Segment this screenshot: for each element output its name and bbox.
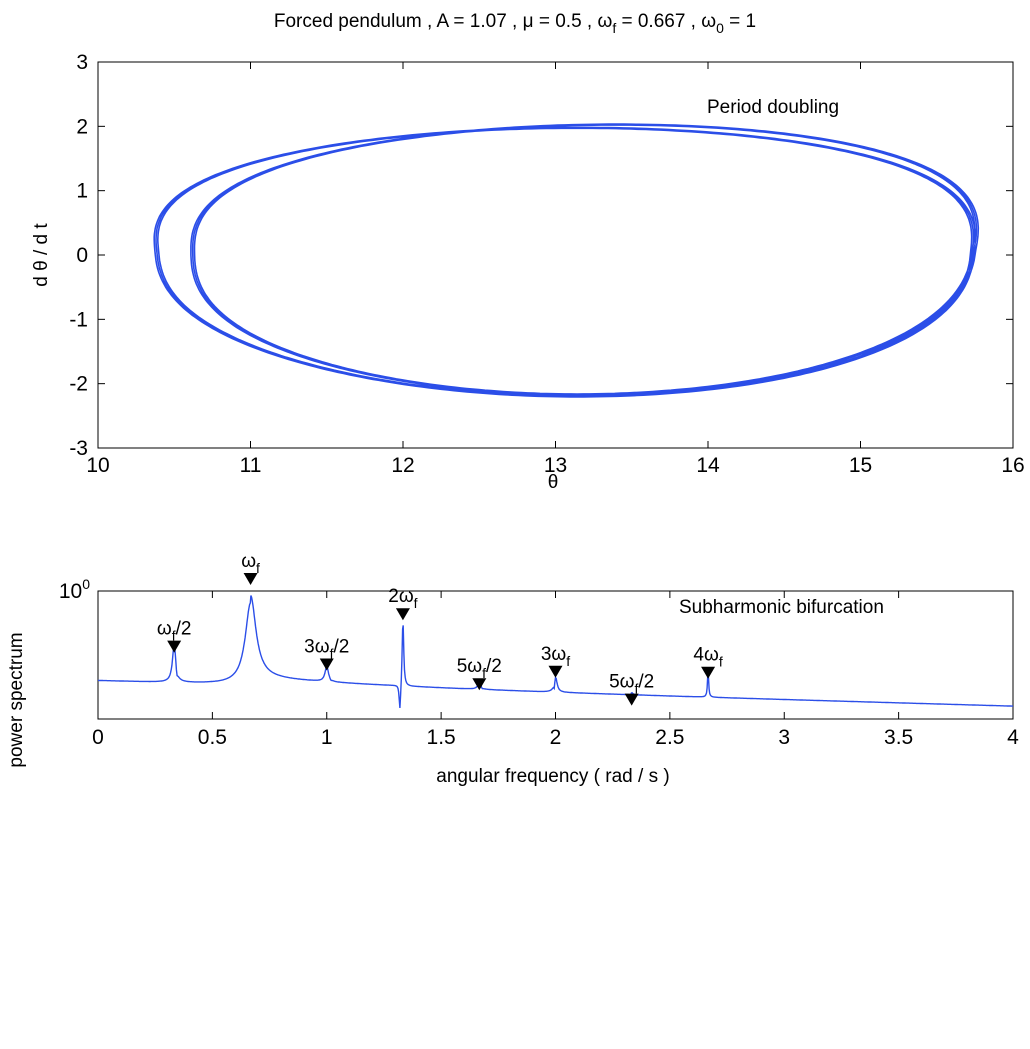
peak-label: 3ωf/2 (304, 637, 349, 662)
bottom-plot-frame (97, 590, 1014, 720)
bottom-xtick-label: 1.5 (427, 726, 456, 749)
top-xtick-label: 12 (391, 454, 414, 477)
peak-marker (624, 693, 639, 706)
top-ylabel: d θ / d t (31, 223, 52, 287)
peak-marker (319, 658, 334, 671)
top-ytick-label: -1 (69, 308, 88, 331)
bottom-xtick-label: 3 (778, 726, 790, 749)
top-ytick-label: -3 (69, 437, 88, 460)
phase-orbit-line (153, 123, 980, 398)
bottom-ylabel: power spectrum (6, 632, 27, 767)
top-ytick-label: 2 (76, 115, 88, 138)
top-plot-frame (97, 61, 1014, 449)
peak-marker (167, 640, 182, 653)
top-xtick-label: 14 (696, 454, 720, 477)
top-ytick-label: -2 (69, 373, 88, 396)
bottom-xtick-label: 4 (1007, 726, 1019, 749)
bottom-xtick-label: 0 (92, 726, 104, 749)
period-doubling-annotation: Period doubling (707, 97, 839, 118)
peak-marker (472, 678, 487, 691)
top-xtick-label: 13 (544, 454, 567, 477)
figure-title: Forced pendulum , A = 1.07 , μ = 0.5 , ω… (274, 11, 756, 36)
bottom-xtick-label: 2.5 (655, 726, 684, 749)
top-ytick-label: 1 (76, 180, 88, 203)
peak-marker (243, 573, 258, 585)
peak-label: 5ωf/2 (609, 672, 654, 697)
peak-marker (701, 666, 716, 679)
bottom-plot-ticks: 0 0.5 1 1.5 2 2.5 3 3.5 4 100 (59, 576, 1019, 749)
top-xlabel: θ (548, 472, 559, 493)
peak-marker (395, 608, 410, 621)
peak-label: 4ωf (693, 645, 722, 670)
bottom-xtick-label: 1 (321, 726, 333, 749)
bottom-xtick-label: 3.5 (884, 726, 913, 749)
top-ytick-label: 0 (76, 244, 88, 267)
peak-marker (548, 665, 563, 678)
peak-label: 2ωf (388, 586, 417, 611)
bottom-xtick-label: 2 (550, 726, 562, 749)
top-xtick-label: 16 (1001, 454, 1024, 477)
peak-label: 5ωf/2 (457, 656, 502, 681)
top-xtick-label: 10 (86, 454, 109, 477)
subharmonic-annotation: Subharmonic bifurcation (679, 597, 884, 618)
top-ytick-label: 3 (76, 51, 88, 74)
bottom-xtick-label: 0.5 (198, 726, 227, 749)
power-spectrum-plot: 0 0.5 1 1.5 2 2.5 3 3.5 4 100 ωf/2 ωf 3ωf/2 2ωf 5ωf/2… (6, 551, 1019, 787)
peak-label: ωf/2 (157, 619, 192, 644)
peak-markers: ωf/2 ωf 3ωf/2 2ωf 5ωf/2 3ωf 5ωf/2 4ωf (157, 551, 723, 706)
peak-label: ωf (241, 551, 260, 576)
top-xtick-label: 11 (240, 454, 262, 477)
bottom-ytick-label: 100 (59, 576, 90, 603)
top-xtick-label: 15 (849, 454, 872, 477)
peak-label: 3ωf (541, 644, 570, 669)
bottom-xlabel: angular frequency ( rad / s ) (436, 766, 669, 787)
